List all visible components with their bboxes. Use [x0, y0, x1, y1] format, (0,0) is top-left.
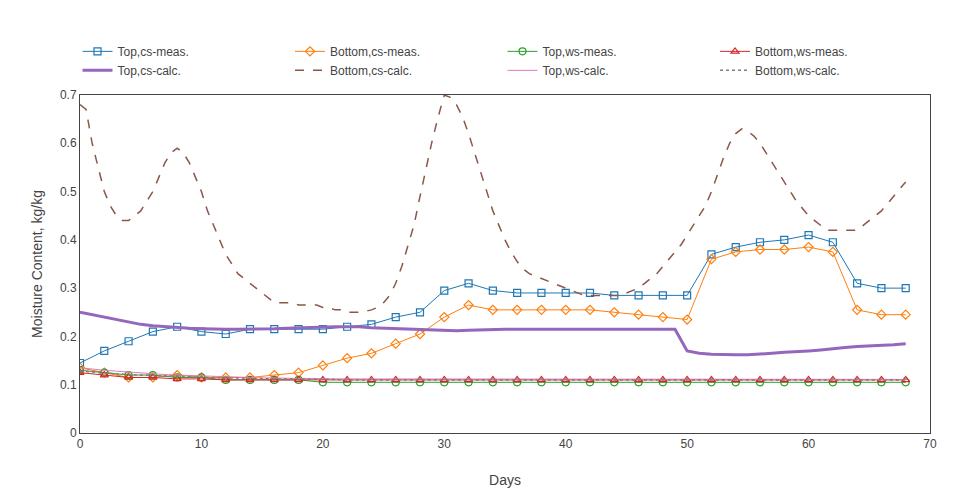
svg-text:Bottom,cs-calc.: Bottom,cs-calc.: [330, 64, 412, 78]
svg-text:20: 20: [316, 437, 330, 451]
svg-text:0.1: 0.1: [60, 378, 77, 392]
svg-text:70: 70: [923, 437, 937, 451]
svg-text:Bottom,cs-meas.: Bottom,cs-meas.: [330, 45, 420, 59]
svg-text:Top,cs-calc.: Top,cs-calc.: [118, 64, 181, 78]
svg-text:0: 0: [77, 437, 84, 451]
svg-text:50: 50: [680, 437, 694, 451]
svg-text:0.2: 0.2: [60, 330, 77, 344]
svg-text:Top,ws-calc.: Top,ws-calc.: [543, 64, 609, 78]
svg-text:0.6: 0.6: [60, 136, 77, 150]
svg-text:Days: Days: [489, 472, 521, 488]
svg-text:0.4: 0.4: [60, 233, 77, 247]
svg-text:Top,cs-meas.: Top,cs-meas.: [118, 45, 189, 59]
svg-text:0.7: 0.7: [60, 88, 77, 102]
svg-text:40: 40: [559, 437, 573, 451]
svg-text:30: 30: [438, 437, 452, 451]
svg-text:0.3: 0.3: [60, 281, 77, 295]
svg-text:Moisture Content, kg/kg: Moisture Content, kg/kg: [29, 190, 45, 338]
svg-text:Bottom,ws-calc.: Bottom,ws-calc.: [755, 64, 840, 78]
svg-text:0: 0: [70, 426, 77, 440]
svg-text:Top,ws-meas.: Top,ws-meas.: [543, 45, 617, 59]
svg-text:Bottom,ws-meas.: Bottom,ws-meas.: [755, 45, 848, 59]
svg-text:0.5: 0.5: [60, 185, 77, 199]
svg-text:60: 60: [802, 437, 816, 451]
svg-text:10: 10: [195, 437, 209, 451]
